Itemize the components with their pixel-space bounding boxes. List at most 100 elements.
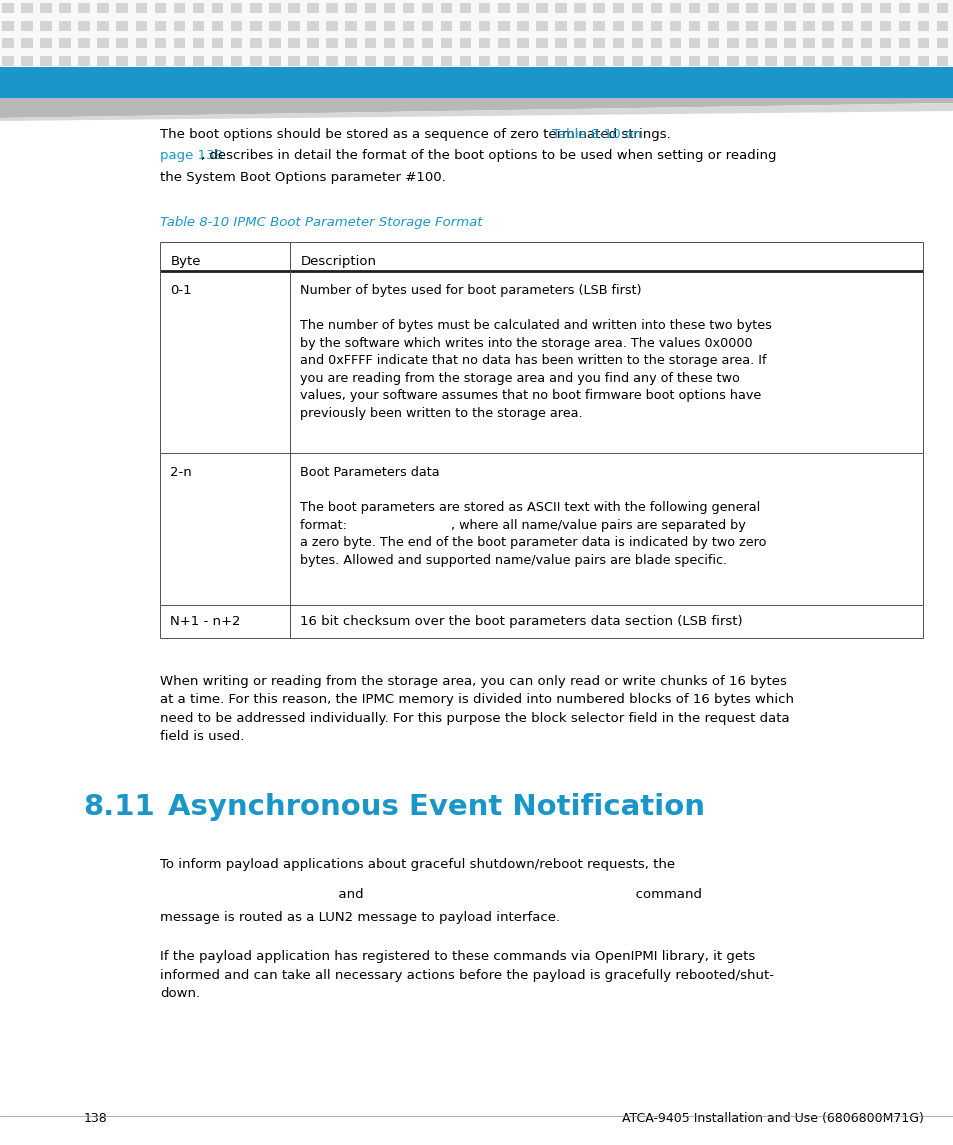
Bar bbox=[421, 21, 433, 31]
Bar bbox=[402, 73, 414, 82]
Bar bbox=[40, 73, 51, 82]
Bar bbox=[116, 56, 128, 65]
Bar bbox=[40, 3, 51, 13]
Bar bbox=[631, 39, 642, 48]
Bar bbox=[250, 39, 261, 48]
Bar bbox=[231, 3, 242, 13]
Bar bbox=[440, 21, 452, 31]
Bar bbox=[555, 3, 566, 13]
Bar bbox=[612, 3, 623, 13]
Bar bbox=[59, 3, 71, 13]
Bar bbox=[383, 3, 395, 13]
Bar bbox=[745, 3, 757, 13]
Bar bbox=[745, 39, 757, 48]
Bar bbox=[936, 56, 947, 65]
Bar bbox=[841, 56, 852, 65]
Bar bbox=[364, 21, 375, 31]
Text: Table 8-10 IPMC Boot Parameter Storage Format: Table 8-10 IPMC Boot Parameter Storage F… bbox=[160, 216, 482, 229]
Bar bbox=[307, 3, 318, 13]
Polygon shape bbox=[0, 103, 953, 121]
Bar bbox=[40, 56, 51, 65]
Bar bbox=[764, 56, 776, 65]
Bar bbox=[879, 21, 890, 31]
Bar bbox=[497, 3, 509, 13]
Bar bbox=[707, 3, 719, 13]
Bar bbox=[459, 39, 471, 48]
Bar bbox=[802, 21, 814, 31]
Bar bbox=[650, 56, 661, 65]
Bar bbox=[383, 21, 395, 31]
Bar bbox=[345, 21, 356, 31]
Bar bbox=[821, 3, 833, 13]
Bar bbox=[898, 39, 909, 48]
Bar bbox=[154, 56, 166, 65]
Bar bbox=[669, 3, 680, 13]
Bar bbox=[669, 39, 680, 48]
Bar bbox=[212, 3, 223, 13]
Bar bbox=[650, 3, 661, 13]
Bar bbox=[879, 56, 890, 65]
Bar bbox=[212, 21, 223, 31]
Bar bbox=[116, 3, 128, 13]
Bar bbox=[745, 56, 757, 65]
Bar bbox=[631, 21, 642, 31]
Bar bbox=[116, 73, 128, 82]
Bar bbox=[517, 21, 528, 31]
Text: Boot Parameters data

The boot parameters are stored as ASCII text with the foll: Boot Parameters data The boot parameters… bbox=[300, 466, 766, 567]
Bar bbox=[898, 56, 909, 65]
Bar bbox=[898, 73, 909, 82]
Bar bbox=[707, 56, 719, 65]
Bar bbox=[59, 56, 71, 65]
Text: page 138: page 138 bbox=[160, 150, 223, 163]
Bar bbox=[135, 21, 147, 31]
Bar bbox=[650, 21, 661, 31]
Bar bbox=[879, 3, 890, 13]
Bar bbox=[783, 39, 795, 48]
Bar bbox=[574, 56, 585, 65]
Bar bbox=[497, 21, 509, 31]
Bar bbox=[269, 73, 280, 82]
Bar bbox=[745, 21, 757, 31]
Bar bbox=[364, 56, 375, 65]
Bar bbox=[593, 56, 604, 65]
Bar bbox=[726, 56, 738, 65]
Bar bbox=[478, 56, 490, 65]
Bar bbox=[536, 3, 547, 13]
Bar bbox=[421, 73, 433, 82]
Bar bbox=[536, 73, 547, 82]
Bar bbox=[402, 56, 414, 65]
Bar bbox=[478, 73, 490, 82]
Bar bbox=[879, 73, 890, 82]
Bar bbox=[212, 39, 223, 48]
Bar bbox=[173, 56, 185, 65]
Bar bbox=[231, 39, 242, 48]
Bar bbox=[536, 56, 547, 65]
Bar bbox=[707, 73, 719, 82]
Bar bbox=[783, 56, 795, 65]
Bar bbox=[478, 3, 490, 13]
Bar bbox=[860, 3, 871, 13]
Bar bbox=[726, 73, 738, 82]
Text: Table 8-10 on: Table 8-10 on bbox=[551, 128, 640, 141]
Bar bbox=[802, 3, 814, 13]
Bar bbox=[154, 39, 166, 48]
Polygon shape bbox=[0, 98, 953, 118]
Bar bbox=[231, 21, 242, 31]
Bar bbox=[669, 56, 680, 65]
Bar bbox=[250, 3, 261, 13]
Bar bbox=[821, 39, 833, 48]
Bar bbox=[764, 73, 776, 82]
Bar bbox=[650, 39, 661, 48]
Bar bbox=[212, 56, 223, 65]
Bar bbox=[78, 3, 90, 13]
Bar bbox=[536, 21, 547, 31]
Bar bbox=[307, 73, 318, 82]
Bar bbox=[193, 3, 204, 13]
Bar bbox=[154, 73, 166, 82]
Bar bbox=[135, 56, 147, 65]
Bar bbox=[78, 73, 90, 82]
Bar bbox=[783, 73, 795, 82]
Bar bbox=[402, 3, 414, 13]
Bar bbox=[21, 39, 32, 48]
Bar bbox=[898, 3, 909, 13]
